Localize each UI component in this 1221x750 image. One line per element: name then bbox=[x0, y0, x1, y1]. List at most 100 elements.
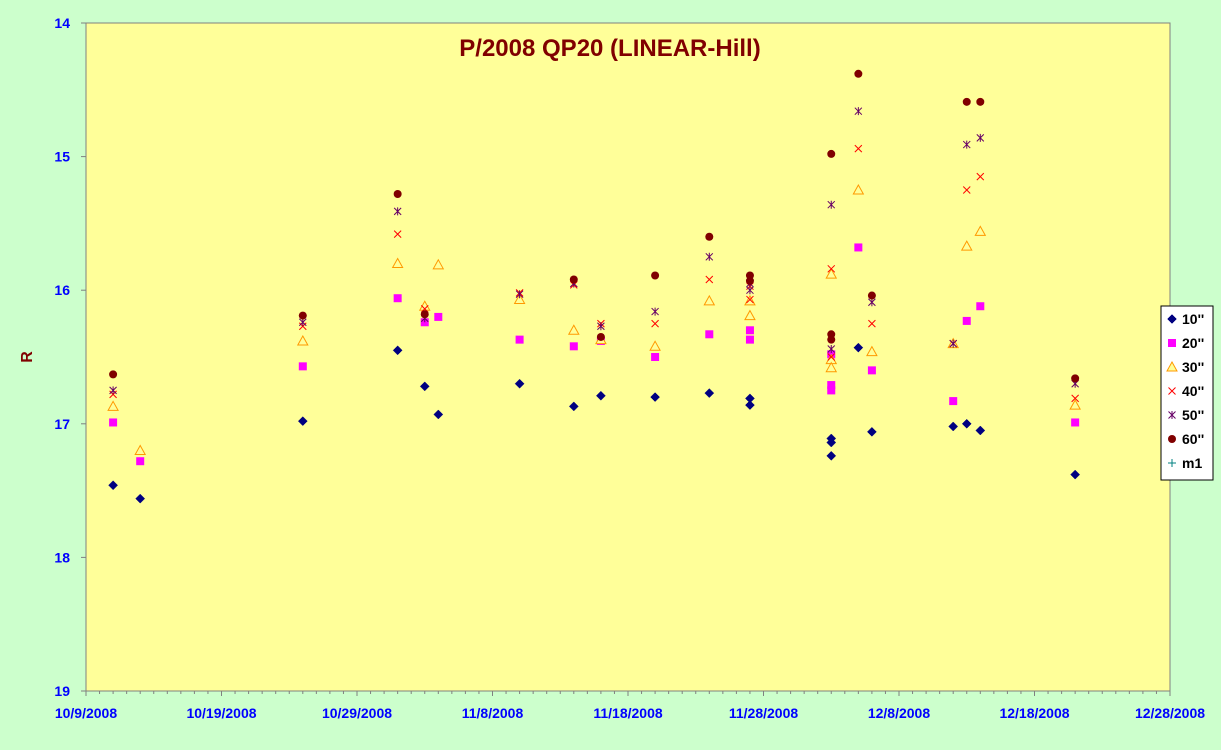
data-point bbox=[651, 319, 659, 328]
data-point bbox=[961, 418, 972, 429]
data-point bbox=[419, 381, 430, 392]
data-point bbox=[515, 290, 524, 299]
legend-marker bbox=[1168, 411, 1176, 419]
y-tick-label: 14 bbox=[54, 15, 70, 31]
data-point bbox=[513, 293, 526, 305]
data-point bbox=[569, 342, 578, 351]
data-point bbox=[705, 275, 714, 284]
x-tick-label: 11/8/2008 bbox=[462, 705, 524, 721]
data-point bbox=[962, 97, 971, 106]
data-point bbox=[1069, 399, 1081, 410]
data-point bbox=[433, 409, 444, 420]
series-6 bbox=[109, 69, 1080, 383]
legend-marker bbox=[1168, 387, 1176, 395]
data-point bbox=[746, 295, 754, 304]
data-point bbox=[109, 386, 117, 395]
series-3 bbox=[107, 183, 1081, 456]
data-point bbox=[651, 353, 660, 361]
axes bbox=[81, 22, 1171, 696]
data-point bbox=[420, 310, 429, 319]
data-point bbox=[393, 230, 402, 238]
data-point bbox=[649, 340, 661, 351]
data-point bbox=[867, 366, 876, 375]
data-point bbox=[650, 392, 660, 402]
data-point bbox=[745, 326, 754, 335]
data-point bbox=[432, 258, 445, 270]
legend-marker bbox=[1167, 314, 1177, 324]
data-point bbox=[744, 309, 756, 321]
legend-label: m1 bbox=[1182, 455, 1202, 471]
data-point bbox=[296, 334, 309, 346]
data-point bbox=[596, 390, 606, 401]
plot-area bbox=[85, 22, 1171, 692]
data-point bbox=[854, 243, 863, 252]
data-point bbox=[393, 190, 402, 199]
data-marks bbox=[107, 69, 1081, 504]
legend-label: 40'' bbox=[1182, 383, 1204, 399]
data-point bbox=[705, 330, 714, 339]
data-point bbox=[746, 286, 754, 295]
data-point bbox=[976, 302, 985, 311]
x-tick-label: 10/9/2008 bbox=[55, 705, 117, 721]
data-point bbox=[597, 322, 605, 331]
data-point bbox=[514, 378, 525, 389]
data-point bbox=[704, 388, 715, 398]
chart-title: P/2008 QP20 (LINEAR-Hill) bbox=[459, 35, 760, 62]
data-point bbox=[107, 400, 119, 411]
legend-label: 60'' bbox=[1182, 431, 1204, 447]
x-tick-label: 12/18/2008 bbox=[999, 705, 1069, 721]
data-point bbox=[827, 386, 836, 395]
y-tick-label: 18 bbox=[54, 549, 70, 565]
data-point bbox=[703, 294, 716, 306]
data-point bbox=[420, 318, 429, 327]
data-point bbox=[825, 361, 838, 373]
data-point bbox=[827, 200, 836, 209]
legend-label: 30'' bbox=[1182, 359, 1204, 375]
data-point bbox=[298, 362, 307, 371]
data-point bbox=[976, 172, 985, 181]
data-point bbox=[393, 294, 402, 303]
x-tick-label: 11/18/2008 bbox=[593, 705, 663, 721]
data-point bbox=[853, 342, 864, 353]
legend: 10'' 20'' 30'' 40'' 50'' 60'' m1 bbox=[1160, 305, 1214, 481]
data-point bbox=[1070, 469, 1081, 480]
data-point bbox=[976, 133, 985, 142]
data-point bbox=[745, 271, 754, 280]
data-point bbox=[109, 370, 118, 379]
data-point bbox=[948, 421, 959, 432]
series-1 bbox=[108, 342, 1081, 504]
legend-marker bbox=[1168, 435, 1176, 443]
data-point bbox=[298, 311, 307, 320]
y-tick-label: 15 bbox=[54, 149, 70, 165]
y-tick-label: 17 bbox=[54, 416, 70, 432]
data-point bbox=[960, 240, 973, 251]
data-point bbox=[393, 207, 402, 216]
data-point bbox=[867, 291, 876, 300]
data-point bbox=[134, 444, 147, 456]
tick-labels: 14 15 16 17 18 19 10/9/2008 10/19/2008 10/29/200… bbox=[54, 15, 1205, 721]
data-point bbox=[569, 275, 578, 284]
x-tick-label: 12/8/2008 bbox=[868, 705, 930, 721]
data-point bbox=[297, 416, 308, 426]
data-point bbox=[854, 144, 863, 153]
data-point bbox=[976, 97, 985, 106]
data-point bbox=[392, 345, 403, 356]
data-point bbox=[434, 312, 443, 321]
y-axis-label: R bbox=[19, 351, 36, 363]
data-point bbox=[854, 107, 863, 116]
data-point bbox=[651, 307, 659, 316]
x-tick-label: 12/28/2008 bbox=[1135, 705, 1205, 721]
data-point bbox=[705, 252, 714, 261]
data-point bbox=[596, 332, 605, 341]
data-point bbox=[391, 257, 404, 268]
data-point bbox=[854, 69, 863, 78]
data-point bbox=[974, 225, 987, 236]
data-point bbox=[826, 451, 837, 461]
legend-label: 20'' bbox=[1182, 335, 1204, 351]
data-point bbox=[975, 425, 986, 436]
data-point bbox=[515, 335, 524, 344]
legend-marker bbox=[1166, 360, 1178, 372]
data-point bbox=[1071, 418, 1080, 427]
data-point bbox=[1071, 394, 1080, 403]
